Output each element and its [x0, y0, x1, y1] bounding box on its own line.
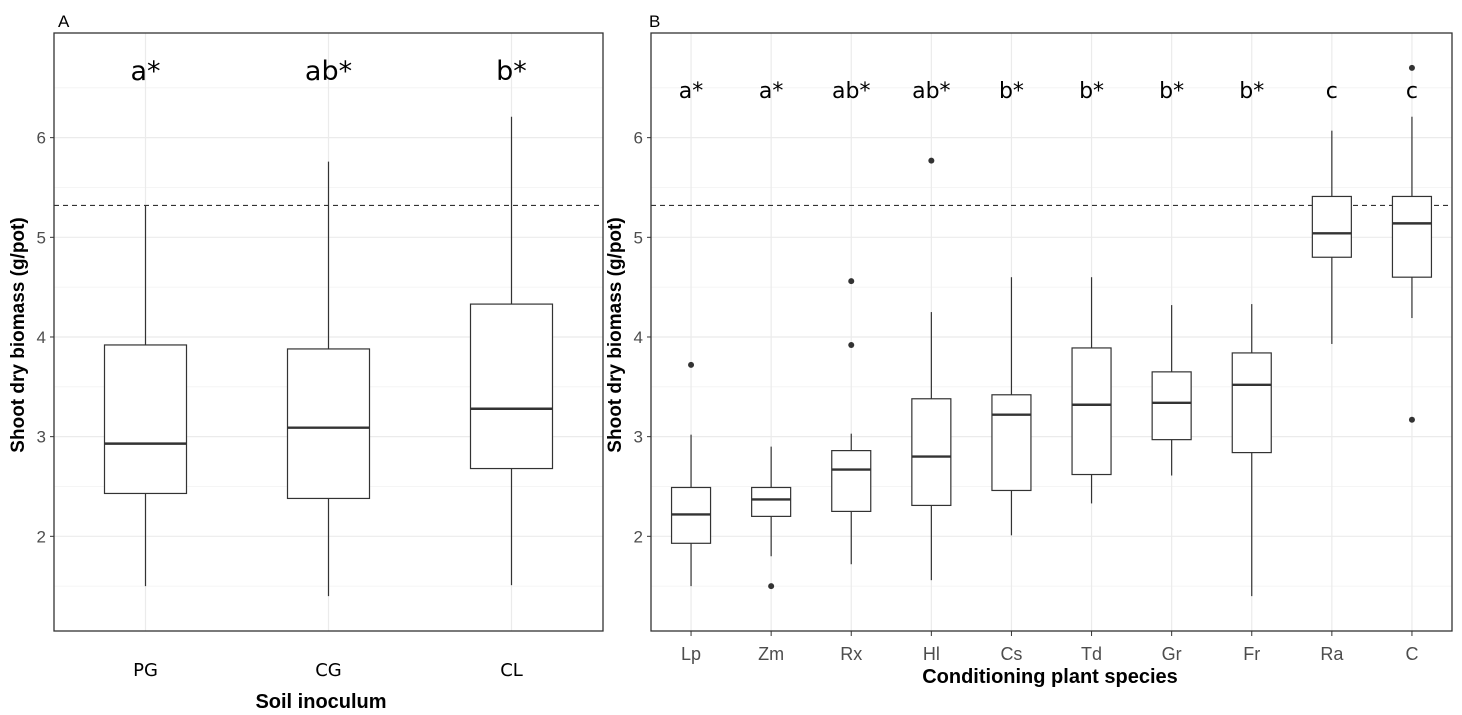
x-tick-label: Lp — [681, 644, 701, 664]
significance-letter: b* — [496, 56, 527, 87]
significance-letter: a* — [759, 79, 783, 104]
y-tick-label: 2 — [37, 527, 46, 546]
panel-a-x-axis-title: Soil inoculum — [255, 691, 386, 713]
x-tick-label: Rx — [840, 644, 862, 664]
panel-b: B Shoot dry biomass (g/pot) Conditioning… — [605, 12, 1453, 688]
box-lp — [670, 361, 712, 587]
box-td — [1071, 277, 1112, 504]
box-c — [1391, 64, 1433, 423]
iqr-box — [1311, 195, 1352, 258]
x-tick-label: CL — [500, 660, 523, 681]
y-tick-label: 2 — [634, 527, 643, 546]
significance-letter: ab* — [305, 56, 352, 87]
plot-border — [53, 32, 604, 632]
x-tick-label: Td — [1081, 644, 1102, 664]
y-tick-label: 5 — [37, 228, 46, 247]
x-tick-label: C — [1405, 644, 1418, 664]
iqr-box — [103, 344, 188, 495]
iqr-box — [1231, 352, 1272, 454]
significance-letter: ab* — [912, 79, 950, 104]
significance-letter: a* — [679, 79, 703, 104]
outlier-point — [848, 341, 855, 348]
outlier-point — [928, 157, 935, 164]
iqr-box — [286, 348, 371, 500]
significance-letter: c — [1326, 79, 1338, 104]
box-hl — [911, 157, 952, 581]
significance-letter: b* — [1239, 79, 1264, 104]
outlier-point — [848, 278, 855, 285]
x-tick-label: Ra — [1320, 644, 1344, 664]
x-tick-label: Gr — [1162, 644, 1182, 664]
panel-a-y-axis-title: Shoot dry biomass (g/pot) — [8, 217, 29, 452]
panel-b-y-axis-title: Shoot dry biomass (g/pot) — [605, 217, 626, 452]
iqr-box — [831, 450, 872, 512]
y-tick-label: 4 — [634, 328, 643, 347]
panel-b-x-axis-title: Conditioning plant species — [922, 666, 1178, 688]
x-tick-label: Fr — [1243, 644, 1260, 664]
significance-letter: c — [1406, 79, 1418, 104]
box-zm — [751, 446, 792, 590]
x-tick-label: PG — [133, 660, 158, 681]
iqr-box — [751, 486, 792, 517]
outlier-point — [1408, 416, 1415, 423]
iqr-box — [1071, 347, 1112, 476]
box-ra — [1311, 130, 1352, 344]
outlier-point — [688, 361, 695, 368]
y-tick-label: 3 — [37, 428, 46, 447]
y-tick-label: 5 — [634, 228, 643, 247]
box-fr — [1231, 304, 1272, 597]
box-cg — [286, 161, 371, 597]
significance-letter: b* — [1079, 79, 1104, 104]
x-tick-label: Cs — [1000, 644, 1022, 664]
iqr-box — [991, 394, 1032, 492]
plot-border — [650, 32, 1453, 632]
panel-a-label: A — [58, 12, 70, 31]
box-gr — [1151, 305, 1192, 476]
significance-letter: b* — [1159, 79, 1184, 104]
box-cl — [469, 116, 554, 586]
significance-letter: b* — [999, 79, 1024, 104]
x-tick-label: Zm — [758, 644, 784, 664]
y-tick-label: 6 — [634, 129, 643, 148]
plot-background — [651, 33, 1452, 631]
box-cs — [991, 277, 1032, 536]
panel-a: A Shoot dry biomass (g/pot) Soil inoculu… — [8, 12, 604, 713]
y-tick-label: 3 — [634, 428, 643, 447]
outlier-point — [1408, 64, 1415, 71]
iqr-box — [469, 303, 554, 470]
box-pg — [103, 205, 188, 587]
iqr-box — [1391, 195, 1433, 278]
outlier-point — [768, 583, 775, 590]
y-tick-label: 6 — [37, 129, 46, 148]
iqr-box — [911, 398, 952, 507]
panel-b-label: B — [649, 12, 660, 31]
iqr-box — [1151, 371, 1192, 441]
significance-letter: a* — [130, 56, 160, 87]
significance-letter: ab* — [832, 79, 870, 104]
x-tick-label: CG — [315, 660, 342, 681]
x-tick-label: Hl — [923, 644, 940, 664]
box-rx — [831, 278, 872, 565]
y-tick-label: 4 — [37, 328, 46, 347]
